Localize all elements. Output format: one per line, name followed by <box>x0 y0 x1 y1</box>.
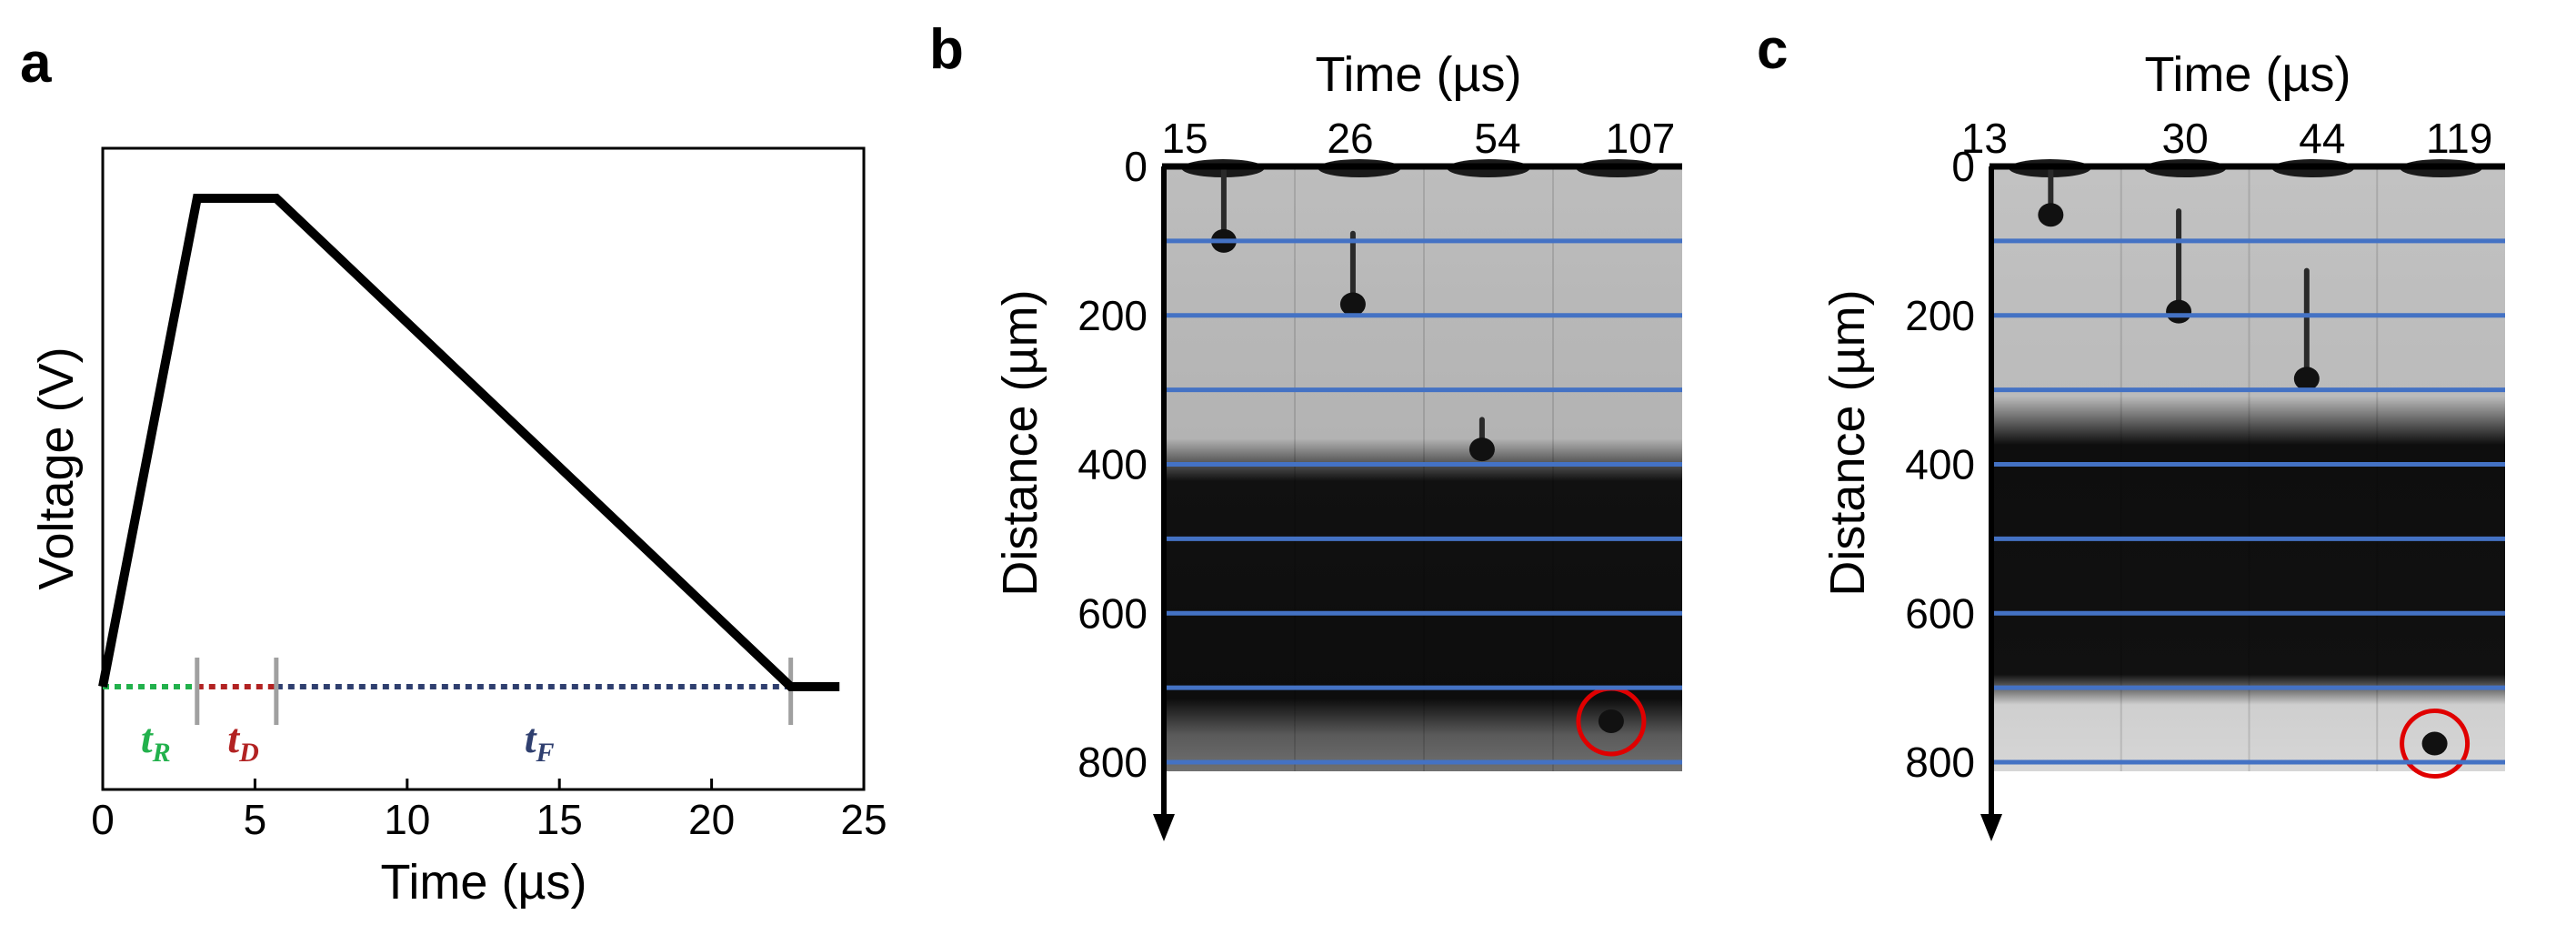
y-tick-label: 200 <box>1905 292 1975 339</box>
time-label: 15 <box>1161 115 1208 162</box>
time-label: 54 <box>1474 115 1520 162</box>
time-label: 44 <box>2299 115 2345 162</box>
panel-c: c Time (µs) 0 200 400 600 800 13 30 44 119 Dista… <box>1757 18 2505 841</box>
panel-a-letter: a <box>20 32 52 95</box>
droplet <box>2293 367 2320 391</box>
panel-b-image-sequence: 0 200 400 600 800 15 26 54 107 <box>1078 115 1682 841</box>
y-tick-label: 200 <box>1078 292 1148 339</box>
panel-a-voltage-waveform <box>98 194 840 691</box>
panel-b-letter: b <box>929 18 964 81</box>
panel-a-y-axis-title: Voltage (V) <box>29 347 84 589</box>
phase-label-R: tR <box>141 715 171 768</box>
x-tick-label: 15 <box>536 796 583 843</box>
panel-b: b Time (µs) 0 200 400 600 800 15 26 54 107 Dista… <box>929 18 1682 841</box>
droplet <box>2166 299 2192 324</box>
panel-a-phase-labels: tR tD tF <box>141 715 555 768</box>
x-tick-label: 5 <box>244 796 267 843</box>
time-label: 13 <box>1961 115 2008 162</box>
panel-b-x-axis-title: Time (µs) <box>1315 47 1521 102</box>
y-tick-label: 400 <box>1905 441 1975 488</box>
phase-label-F: tF <box>525 715 555 768</box>
droplet <box>1598 709 1624 733</box>
panel-c-y-axis-title: Distance (µm) <box>1820 289 1875 596</box>
x-tick-label: 20 <box>688 796 735 843</box>
image-background <box>1993 166 2505 771</box>
droplet <box>1339 292 1366 317</box>
panel-c-image-sequence: 0 200 400 600 800 13 30 44 119 <box>1905 115 2505 841</box>
y-tick-label: 600 <box>1905 589 1975 637</box>
panel-a: a tR tD tF 0 5 10 15 20 25 Time (µs) Voltage (V… <box>20 32 887 910</box>
x-tick-label: 0 <box>91 796 115 843</box>
y-tick-label: 800 <box>1078 739 1148 786</box>
panel-b-y-axis-title: Distance (µm) <box>993 289 1047 596</box>
panel-a-phase-separators <box>195 658 794 725</box>
distance-axis-arrow <box>1153 814 1175 841</box>
droplet <box>2038 203 2064 227</box>
panel-a-x-axis-title: Time (µs) <box>380 855 586 910</box>
droplet <box>1468 437 1495 462</box>
y-tick-label: 600 <box>1078 589 1148 637</box>
droplet-highlight-circle <box>2400 709 2471 779</box>
y-tick-label: 800 <box>1905 739 1975 786</box>
time-label: 30 <box>2162 115 2209 162</box>
panel-a-x-ticks: 0 5 10 15 20 25 <box>91 779 887 843</box>
panel-a-plot-frame <box>101 146 866 791</box>
x-tick-label: 25 <box>840 796 887 843</box>
distance-axis-arrow <box>1980 814 2002 841</box>
y-tick-label: 400 <box>1078 441 1148 488</box>
time-label: 107 <box>1606 115 1676 162</box>
panel-c-letter: c <box>1757 18 1788 81</box>
y-tick-label: 0 <box>1124 143 1148 190</box>
y-tick-label: 0 <box>1951 143 1975 190</box>
time-label: 119 <box>2426 115 2492 162</box>
image-background <box>1166 166 1682 771</box>
phase-label-D: tD <box>227 715 258 768</box>
x-tick-label: 10 <box>384 796 430 843</box>
time-label: 26 <box>1327 115 1373 162</box>
panel-c-x-axis-title: Time (µs) <box>2144 47 2350 102</box>
droplet <box>2421 731 2448 756</box>
